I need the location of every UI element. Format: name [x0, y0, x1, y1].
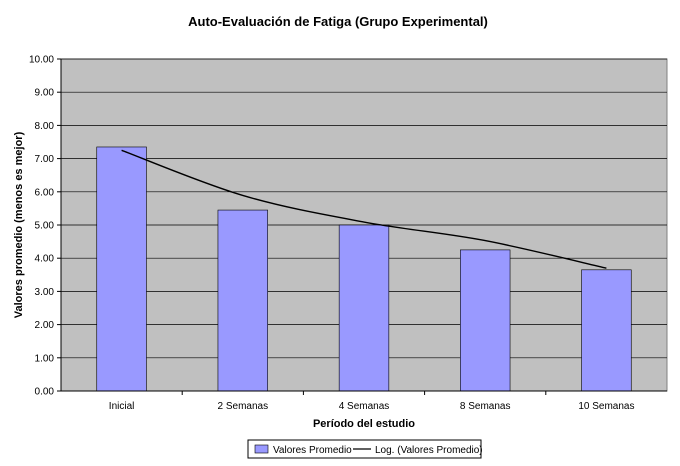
y-axis-label: Valores promedio (menos es mejor)	[13, 131, 25, 318]
y-tick-label: 0.00	[35, 387, 55, 398]
bar	[217, 209, 268, 392]
y-tick-label: 8.00	[35, 121, 55, 132]
x-tick-label: 4 Semanas	[339, 401, 390, 412]
gridlines	[61, 58, 667, 359]
trendline-series	[121, 149, 607, 269]
y-tick-label: 7.00	[35, 154, 55, 165]
legend: Valores Promedio Log. (Valores Promedio)	[247, 439, 483, 459]
bar-series	[96, 146, 632, 392]
x-tick-label: Inicial	[109, 401, 135, 412]
legend-line-label: Log. (Valores Promedio)	[375, 445, 483, 456]
legend-bar-swatch	[254, 444, 269, 454]
y-axis-ticks: 0.00 1.00 2.00 3.00 4.00 5.00 6.00 7.00 8.00 9.00…	[29, 55, 61, 398]
x-axis-label: Período del estudio	[313, 418, 415, 430]
x-tick-label: 10 Semanas	[578, 401, 634, 412]
bar	[338, 224, 390, 392]
bar	[96, 146, 147, 392]
y-tick-label: 6.00	[35, 187, 55, 198]
y-tick-label: 5.00	[35, 221, 55, 232]
x-axis-ticks: Inicial 2 Semanas 4 Semanas 8 Semanas 10 Sem…	[109, 391, 634, 412]
bar	[581, 269, 632, 392]
y-tick-label: 3.00	[35, 287, 55, 298]
y-tick-label: 9.00	[35, 88, 55, 99]
y-tick-label: 10.00	[29, 55, 54, 66]
y-tick-label: 2.00	[35, 320, 55, 331]
x-tick-label: 8 Semanas	[460, 401, 511, 412]
y-tick-label: 1.00	[35, 353, 55, 364]
chart-title: Auto-Evaluación de Fatiga (Grupo Experim…	[188, 14, 488, 29]
y-tick-label: 4.00	[35, 254, 55, 265]
bar	[460, 249, 511, 392]
trendline	[121, 149, 607, 269]
x-tick-label: 2 Semanas	[218, 401, 269, 412]
legend-bar-label: Valores Promedio	[273, 445, 352, 456]
